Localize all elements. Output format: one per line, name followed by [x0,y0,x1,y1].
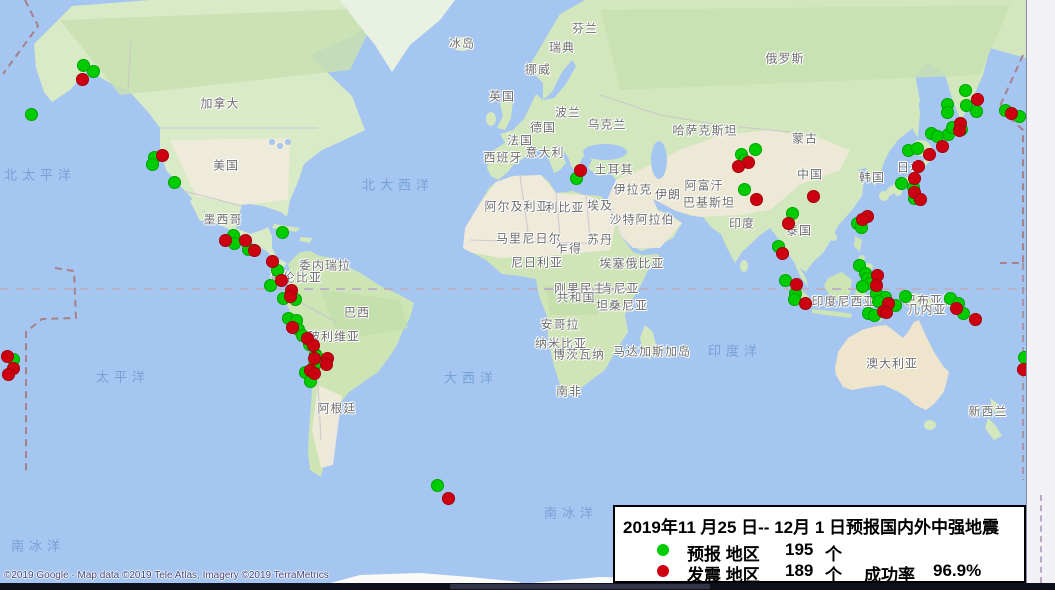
occurred-label: 发震 地区 [687,566,760,585]
occurred-marker[interactable] [1016,362,1026,376]
occurred-marker[interactable] [806,189,820,203]
forecast-marker[interactable] [86,64,100,78]
occurred-marker[interactable] [855,212,869,226]
occurred-marker[interactable] [285,320,299,334]
forecast-marker[interactable] [959,98,973,112]
occurred-marker[interactable] [218,233,232,247]
forecast-marker[interactable] [855,279,869,293]
occurred-marker[interactable] [781,216,795,230]
forecast-marker[interactable] [24,107,38,121]
legend-row-forecast: 预报 地区 195 个 [615,540,1024,564]
occurred-marker[interactable] [798,296,812,310]
occurred-dot-icon [657,565,669,577]
occurred-marker[interactable] [911,159,925,173]
forecast-marker[interactable] [871,294,885,308]
forecast-marker[interactable] [275,225,289,239]
occurred-marker[interactable] [307,366,321,380]
forecast-marker[interactable] [969,104,983,118]
occurred-marker[interactable] [441,491,455,505]
occurred-marker[interactable] [155,148,169,162]
forecast-unit: 个 [825,545,842,564]
occurred-marker[interactable] [749,192,763,206]
occurred-marker[interactable] [952,123,966,137]
success-rate-value: 96.9% [933,561,982,580]
occurred-marker[interactable] [319,357,333,371]
forecast-marker[interactable] [940,105,954,119]
occurred-marker[interactable] [870,268,884,282]
occurred-marker[interactable] [913,192,927,206]
forecast-label: 预报 地区 [687,545,760,564]
scrollbar-thumb[interactable] [450,584,710,589]
occurred-marker[interactable] [306,338,320,352]
forecast-marker[interactable] [430,478,444,492]
success-rate-label: 成功率 [864,566,915,585]
occurred-marker[interactable] [274,273,288,287]
occurred-marker[interactable] [307,351,321,365]
occurred-marker[interactable] [1,367,15,381]
country-borders [127,39,791,441]
horizontal-scrollbar[interactable] [0,583,1055,590]
forecast-marker[interactable] [787,292,801,306]
forecast-marker[interactable] [958,83,972,97]
occurred-unit: 个 [825,566,842,585]
vertical-scrollbar[interactable] [1026,0,1055,583]
occurred-marker[interactable] [879,305,893,319]
occurred-marker[interactable] [775,246,789,260]
occurred-marker[interactable] [949,301,963,315]
occurred-marker[interactable] [907,171,921,185]
occurred-marker[interactable] [238,233,252,247]
occurred-marker[interactable] [283,289,297,303]
forecast-marker[interactable] [1017,350,1026,364]
forecast-marker[interactable] [894,176,908,190]
forecast-marker[interactable] [748,142,762,156]
occurred-marker[interactable] [741,155,755,169]
occurred-marker[interactable] [789,277,803,291]
occurred-marker[interactable] [1004,106,1018,120]
occurred-marker[interactable] [935,139,949,153]
legend-title: 2019年11 月25 日-- 12月 1 日预报国内外中强地震 [623,518,999,537]
occurred-marker[interactable] [968,312,982,326]
forecast-count: 195 [785,540,814,559]
forecast-marker[interactable] [145,157,159,171]
forecast-marker[interactable] [263,278,277,292]
occurred-marker[interactable] [0,349,14,363]
occurred-marker[interactable] [970,92,984,106]
legend-box: 2019年11 月25 日-- 12月 1 日预报国内外中强地震 预报 地区 1… [613,505,1026,585]
occurred-count: 189 [785,561,814,580]
map-attribution: ©2019 Google - Map data ©2019 Tele Atlas… [4,570,329,581]
forecast-marker[interactable] [930,129,944,143]
date-line-continuation [1040,495,1042,583]
forecast-marker[interactable] [910,141,924,155]
world-map[interactable]: 北太平洋 北大西洋 太平洋 大西洋 印度洋 南冰洋 南冰洋 加拿大 美国 墨西哥 委内瑞拉 哥伦比亚巴… [0,0,1026,583]
forecast-dot-icon [657,544,669,556]
forecast-marker[interactable] [778,273,792,287]
forecast-marker[interactable] [167,175,181,189]
occurred-marker[interactable] [922,147,936,161]
forecast-marker[interactable] [737,182,751,196]
occurred-marker[interactable] [75,72,89,86]
occurred-marker[interactable] [265,254,279,268]
occurred-marker[interactable] [731,159,745,173]
legend-row-occurred: 发震 地区 189 个 成功率 96.9% [615,561,1024,585]
forecast-marker[interactable] [785,206,799,220]
forecast-marker[interactable] [76,58,90,72]
occurred-marker[interactable] [869,278,883,292]
forecast-marker[interactable] [898,289,912,303]
occurred-marker[interactable] [247,243,261,257]
occurred-marker[interactable] [573,163,587,177]
